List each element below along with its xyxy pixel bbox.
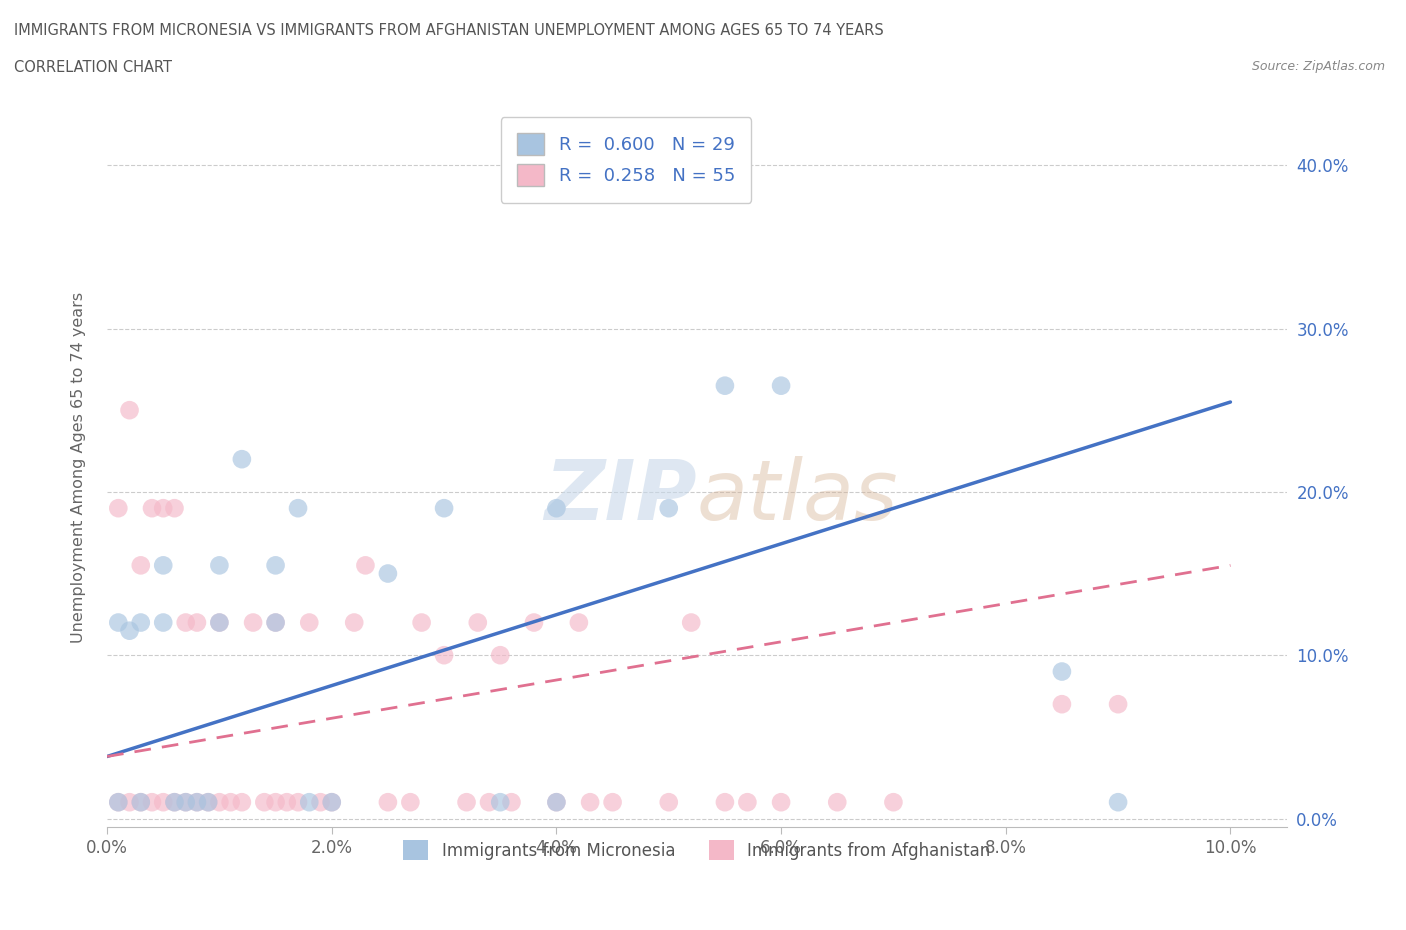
Text: IMMIGRANTS FROM MICRONESIA VS IMMIGRANTS FROM AFGHANISTAN UNEMPLOYMENT AMONG AGE: IMMIGRANTS FROM MICRONESIA VS IMMIGRANTS… [14,23,884,38]
Point [287,500,309,515]
Point [264,558,287,573]
Point [208,615,231,630]
Point [107,500,129,515]
Point [264,615,287,630]
Point [568,615,591,630]
Point [186,795,208,810]
Point [231,795,253,810]
Point [174,615,197,630]
Point [276,795,298,810]
Point [118,795,141,810]
Point [377,566,399,581]
Y-axis label: Unemployment Among Ages 65 to 74 years: Unemployment Among Ages 65 to 74 years [72,292,86,643]
Point [321,795,343,810]
Point [714,795,737,810]
Point [523,615,546,630]
Point [1107,697,1129,711]
Point [546,500,568,515]
Point [411,615,433,630]
Point [163,795,186,810]
Point [129,795,152,810]
Point [163,500,186,515]
Point [309,795,332,810]
Point [197,795,219,810]
Point [714,379,737,393]
Point [1050,697,1073,711]
Point [152,500,174,515]
Point [174,795,197,810]
Point [208,615,231,630]
Point [208,558,231,573]
Point [489,795,512,810]
Point [253,795,276,810]
Point [770,379,793,393]
Point [467,615,489,630]
Point [456,795,478,810]
Text: atlas: atlas [697,456,898,537]
Point [242,615,264,630]
Point [107,795,129,810]
Point [298,615,321,630]
Text: ZIP: ZIP [544,456,697,537]
Point [264,615,287,630]
Legend: Immigrants from Micronesia, Immigrants from Afghanistan: Immigrants from Micronesia, Immigrants f… [395,831,998,869]
Point [129,615,152,630]
Point [343,615,366,630]
Point [186,615,208,630]
Point [163,795,186,810]
Point [681,615,703,630]
Point [433,500,456,515]
Point [478,795,501,810]
Point [658,500,681,515]
Point [152,558,174,573]
Point [107,795,129,810]
Point [737,795,759,810]
Point [152,795,174,810]
Point [118,623,141,638]
Point [825,795,848,810]
Point [107,615,129,630]
Point [298,795,321,810]
Point [1107,795,1129,810]
Point [321,795,343,810]
Text: CORRELATION CHART: CORRELATION CHART [14,60,172,75]
Point [433,648,456,663]
Point [501,795,523,810]
Point [287,795,309,810]
Point [546,795,568,810]
Point [602,795,624,810]
Point [658,795,681,810]
Point [579,795,602,810]
Point [546,795,568,810]
Point [197,795,219,810]
Point [174,795,197,810]
Point [141,795,163,810]
Text: Source: ZipAtlas.com: Source: ZipAtlas.com [1251,60,1385,73]
Point [129,795,152,810]
Point [152,615,174,630]
Point [141,500,163,515]
Point [1050,664,1073,679]
Point [186,795,208,810]
Point [770,795,793,810]
Point [489,648,512,663]
Point [399,795,422,810]
Point [118,403,141,418]
Point [219,795,242,810]
Point [208,795,231,810]
Point [377,795,399,810]
Point [264,795,287,810]
Point [231,452,253,467]
Point [354,558,377,573]
Point [882,795,904,810]
Point [129,558,152,573]
